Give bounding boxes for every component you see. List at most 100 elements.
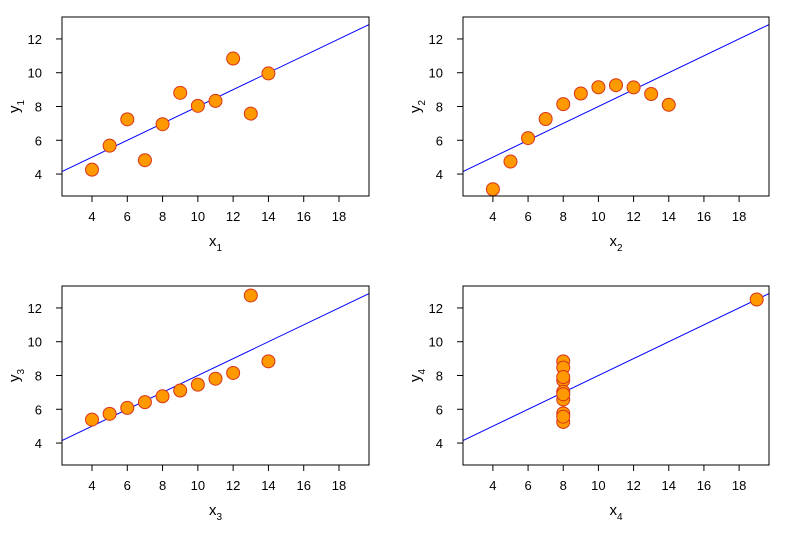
y-tick-label: 10: [28, 66, 42, 81]
y-tick-label: 8: [35, 100, 42, 115]
data-point: [102, 138, 117, 153]
x-tick-label: 14: [261, 478, 275, 493]
data-point: [208, 371, 223, 386]
x-tick-label: 18: [732, 209, 746, 224]
regression-line-4: [463, 293, 769, 441]
data-point: [137, 153, 152, 168]
data-point: [226, 51, 241, 66]
data-point: [503, 154, 518, 169]
x-tick-label: 6: [524, 209, 531, 224]
x-tick-label: 12: [626, 478, 640, 493]
y-tick-label: 6: [35, 133, 42, 148]
y-tick-label: 4: [436, 167, 443, 182]
data-point: [261, 66, 276, 81]
y-tick-label: 8: [436, 100, 443, 115]
y-tick-label: 4: [35, 167, 42, 182]
data-point: [190, 98, 205, 113]
data-point: [749, 292, 764, 307]
data-point: [120, 400, 135, 415]
x-tick-label: 18: [732, 478, 746, 493]
data-point: [644, 87, 659, 102]
x-tick-label: 8: [159, 209, 166, 224]
x-tick-label: 16: [697, 209, 711, 224]
x-tick-label: 8: [560, 209, 567, 224]
x-tick-label: 10: [191, 478, 205, 493]
y-tick-label: 10: [429, 66, 443, 81]
data-point: [243, 106, 258, 121]
x-tick-label: 4: [88, 209, 95, 224]
y-tick-label: 12: [28, 301, 42, 316]
data-point: [609, 78, 623, 93]
y-tick-label: 12: [429, 32, 443, 47]
data-point: [155, 117, 170, 132]
x-tick-label: 14: [662, 478, 676, 493]
x-axis-label-4: x4: [609, 502, 623, 523]
x-tick-label: 4: [489, 478, 496, 493]
x-axis-label-1: x1: [209, 233, 223, 254]
y-tick-label: 12: [429, 301, 443, 316]
data-point: [591, 80, 606, 95]
y-tick-label: 6: [436, 133, 443, 148]
data-point: [155, 389, 170, 404]
data-point: [573, 86, 588, 101]
y-axis-label-4: y4: [407, 369, 428, 383]
data-point: [173, 383, 188, 398]
x-tick-label: 6: [124, 209, 131, 224]
y-tick-label: 10: [28, 335, 42, 350]
data-point: [556, 370, 571, 385]
x-tick-label: 6: [124, 478, 131, 493]
x-tick-label: 12: [226, 209, 240, 224]
x-tick-label: 16: [296, 209, 310, 224]
y-tick-label: 12: [28, 32, 42, 47]
data-point: [173, 85, 188, 100]
data-point: [137, 395, 152, 410]
data-point: [556, 387, 571, 402]
regression-line-2: [463, 24, 769, 172]
y-tick-label: 8: [35, 369, 42, 384]
x-tick-label: 4: [489, 209, 496, 224]
x-tick-label: 12: [226, 478, 240, 493]
data-point: [84, 412, 99, 427]
y-tick-label: 6: [35, 402, 42, 417]
x-tick-label: 16: [296, 478, 310, 493]
x-tick-label: 10: [191, 209, 205, 224]
y-tick-label: 4: [436, 436, 443, 451]
data-point: [208, 93, 223, 108]
x-tick-label: 6: [524, 478, 531, 493]
data-point: [261, 354, 276, 369]
plot-frame-4: [462, 285, 770, 466]
y-tick-label: 8: [436, 369, 443, 384]
data-point: [120, 112, 135, 127]
data-point: [243, 288, 258, 303]
x-tick-label: 14: [261, 209, 275, 224]
y-axis-label-1: y1: [6, 100, 27, 114]
x-axis-label-3: x3: [209, 502, 223, 523]
data-point: [556, 97, 571, 112]
y-axis-label-3: y3: [6, 369, 27, 383]
data-point: [190, 377, 205, 392]
y-tick-label: 10: [429, 335, 443, 350]
x-tick-label: 10: [591, 209, 605, 224]
data-point: [661, 97, 676, 112]
x-tick-label: 8: [560, 478, 567, 493]
y-tick-label: 4: [35, 436, 42, 451]
x-tick-label: 16: [697, 478, 711, 493]
x-tick-label: 18: [332, 209, 346, 224]
data-point: [84, 162, 99, 177]
data-point: [485, 182, 500, 197]
data-point: [556, 409, 571, 424]
data-point: [538, 111, 553, 126]
x-tick-label: 10: [591, 478, 605, 493]
x-tick-label: 18: [332, 478, 346, 493]
data-point: [521, 131, 536, 146]
x-tick-label: 8: [159, 478, 166, 493]
y-axis-label-2: y2: [407, 100, 428, 114]
y-tick-label: 6: [436, 402, 443, 417]
data-point: [226, 365, 241, 380]
data-point: [626, 80, 641, 95]
x-tick-label: 4: [88, 478, 95, 493]
x-tick-label: 14: [662, 209, 676, 224]
